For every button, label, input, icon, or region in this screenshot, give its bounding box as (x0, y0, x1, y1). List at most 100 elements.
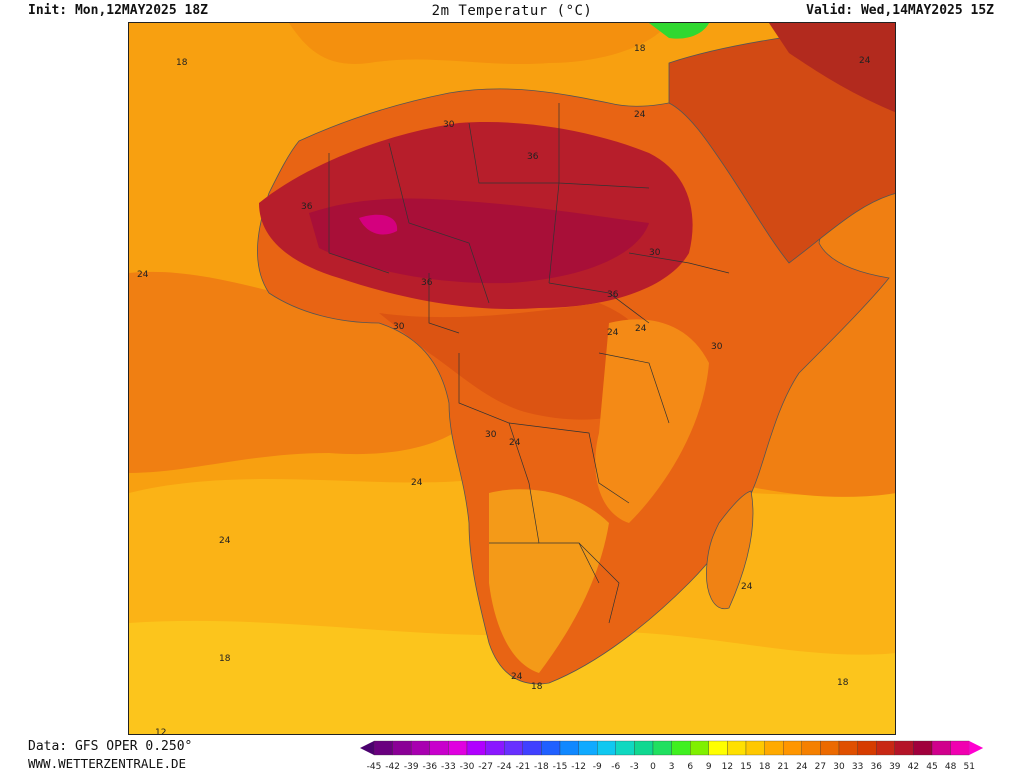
colorbar-tick-label: -15 (553, 762, 568, 772)
colorbar-segment (373, 740, 393, 756)
isotherm-label: 36 (527, 152, 539, 162)
colorbar-tick-label: 15 (740, 762, 751, 772)
colorbar-segment (950, 740, 970, 756)
east-africa-highlands (595, 319, 709, 523)
isotherm-label: 30 (711, 342, 723, 352)
colorbar-segment (690, 740, 709, 756)
colorbar-tick-label: 42 (908, 762, 919, 772)
colorbar-segment (838, 740, 858, 756)
colorbar-tick-label: -30 (460, 762, 475, 772)
colorbar-segment (615, 740, 635, 756)
colorbar-tick-label: -39 (404, 762, 419, 772)
colorbar-tick-label: -36 (422, 762, 437, 772)
isotherm-label: 18 (837, 678, 849, 688)
colorbar-segment (876, 740, 895, 756)
colorbar-tick-label: -3 (630, 762, 639, 772)
isotherm-label: 30 (485, 430, 497, 440)
colorbar-tick-label: -6 (611, 762, 620, 772)
colorbar-segment (429, 740, 449, 756)
isotherm-label: 12 (155, 728, 166, 735)
colorbar-segment (727, 740, 747, 756)
colorbar-tick-label: 6 (687, 762, 693, 772)
mediterranean-zone (289, 23, 669, 65)
colorbar-left-arrow (360, 741, 374, 755)
colorbar-segment (411, 740, 430, 756)
map-canvas: 18 30 36 36 24 36 30 36 24 24 30 30 24 2… (129, 23, 895, 735)
colorbar-right-arrow (969, 741, 984, 755)
isotherm-label: 24 (219, 536, 231, 546)
colorbar-segment (820, 740, 840, 756)
colorbar-segment (597, 740, 616, 756)
colorbar-segment (857, 740, 877, 756)
colorbar-tick-label: 21 (777, 762, 788, 772)
colorbar-segment (894, 740, 914, 756)
colorbar-segment (485, 740, 505, 756)
colorbar-tick-label: 30 (833, 762, 845, 772)
colorbar-segment (801, 740, 821, 756)
colorbar-segment (708, 740, 728, 756)
colorbar-tick-label: 51 (963, 762, 974, 772)
colorbar-tick-label: -45 (367, 762, 382, 772)
madagascar (706, 490, 754, 610)
colorbar-segment (522, 740, 542, 756)
colorbar-tick-label: -21 (515, 762, 530, 772)
isotherm-label: 18 (176, 58, 188, 68)
colorbar-segment (392, 740, 412, 756)
colorbar-tick-label: 39 (889, 762, 901, 772)
isotherm-label: 24 (635, 324, 647, 334)
valid-time: Valid: Wed,14MAY2025 15Z (806, 3, 994, 18)
colorbar-segment (504, 740, 523, 756)
colorbar-segment (448, 740, 468, 756)
colorbar-tick-label: 48 (945, 762, 957, 772)
isotherm-label: 24 (137, 270, 149, 280)
sahara-hottest-zone (309, 198, 649, 284)
isotherm-label: 18 (531, 682, 543, 692)
isotherm-label: 24 (511, 672, 523, 682)
colorbar-tick-label: -12 (571, 762, 586, 772)
isotherm-labels: 18 30 36 36 24 36 30 36 24 24 30 30 24 2… (137, 44, 871, 735)
website-link: WWW.WETTERZENTRALE.DE (28, 756, 187, 771)
colorbar-tick-label: 3 (669, 762, 675, 772)
colorbar-tick-label: 18 (759, 762, 771, 772)
colorbar-tick-label: -9 (593, 762, 602, 772)
colorbar-segment (634, 740, 654, 756)
colorbar-segment (745, 740, 765, 756)
init-time: Init: Mon,12MAY2025 18Z (28, 3, 209, 18)
isotherm-label: 24 (634, 110, 646, 120)
country-borders (328, 103, 730, 624)
isotherm-label: 30 (649, 248, 661, 258)
isotherm-label: 36 (421, 278, 433, 288)
colorbar-tick-label: 45 (926, 762, 937, 772)
colorbar-segment (764, 740, 784, 756)
isotherm-label: 18 (219, 654, 231, 664)
far-south-cool-zone (129, 620, 895, 734)
middle-east-hot-zone (769, 23, 895, 113)
extreme-heat-spot (359, 214, 398, 235)
isotherm-label: 18 (634, 44, 646, 54)
isotherm-label: 24 (607, 328, 619, 338)
colorbar-tick-label: -27 (478, 762, 493, 772)
colorbar-tick-label: -42 (385, 762, 400, 772)
data-source: Data: GFS OPER 0.250° (28, 739, 193, 754)
isotherm-label: 24 (859, 56, 871, 66)
colorbar-segment (783, 740, 802, 756)
isotherm-label: 24 (411, 478, 423, 488)
colorbar-tick-label: 0 (650, 762, 656, 772)
southern-africa-zone (489, 489, 609, 673)
colorbar-tick-label: 27 (815, 762, 826, 772)
colorbar-tick-label: -33 (441, 762, 456, 772)
colorbar-segment (559, 740, 579, 756)
colorbar-segment (671, 740, 691, 756)
colorbar-segment (578, 740, 598, 756)
isotherm-label: 24 (741, 582, 753, 592)
isotherm-label: 24 (509, 438, 521, 448)
colorbar-segment (931, 740, 951, 756)
isotherm-label: 36 (301, 202, 313, 212)
map-title: 2m Temperatur (°C) (431, 3, 593, 19)
colorbar-tick-label: 9 (706, 762, 712, 772)
colorbar-tick-label: 12 (722, 762, 733, 772)
colorbar-tick-label: -24 (497, 762, 512, 772)
colorbar-tick-label: 33 (852, 762, 863, 772)
colorbar-segment (913, 740, 933, 756)
isotherm-label: 30 (393, 322, 405, 332)
